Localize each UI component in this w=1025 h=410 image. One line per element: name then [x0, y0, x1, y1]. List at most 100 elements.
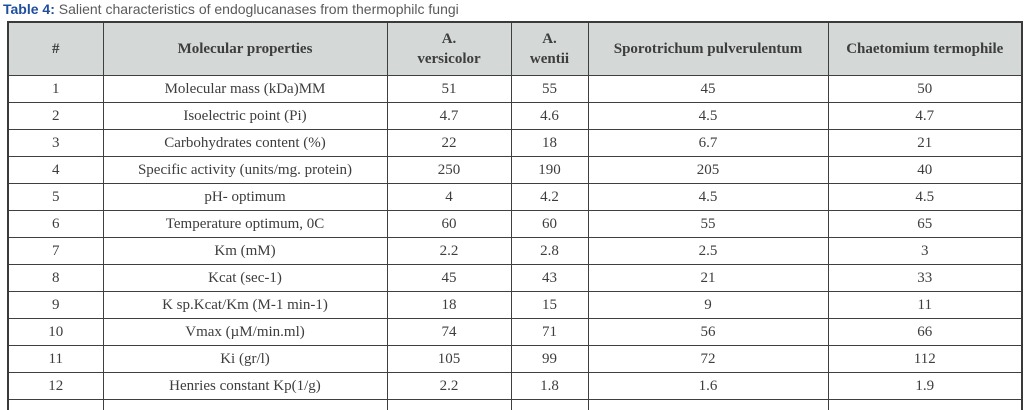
table-body: 1 Molecular mass (kDa)MM 51 55 45 50 2 Isoelect… — [7, 75, 1023, 410]
row-number-cell: 2 — [7, 102, 104, 130]
table-header: # Molecular properties A. versicolor A. … — [7, 21, 1023, 76]
row-number-cell: 8 — [7, 264, 104, 292]
empty-cell — [510, 399, 589, 410]
property-cell: Temperature optimum, 0C — [102, 210, 388, 238]
empty-cell — [587, 399, 829, 410]
empty-cell — [827, 399, 1023, 410]
value-cell-sporotrichum: 1.6 — [587, 372, 829, 400]
value-cell-chaetomium: 50 — [827, 75, 1023, 103]
row-number-cell: 5 — [7, 183, 104, 211]
value-cell-a-wentii: 190 — [510, 156, 589, 184]
value-cell-chaetomium: 3 — [827, 237, 1023, 265]
value-cell-sporotrichum: 6.7 — [587, 129, 829, 157]
empty-cell — [102, 399, 388, 410]
table-caption-text: Salient characteristics of endoglucanase… — [54, 1, 459, 17]
header-cell-molecular-properties: Molecular properties — [102, 21, 388, 76]
value-cell-a-wentii: 18 — [510, 129, 589, 157]
value-cell-chaetomium: 21 — [827, 129, 1023, 157]
value-cell-a-versicolor: 2.2 — [386, 237, 512, 265]
table-row: 5 pH- optimum 4 4.2 4.5 4.5 — [7, 183, 1023, 211]
value-cell-sporotrichum: 21 — [587, 264, 829, 292]
value-cell-a-wentii: 4.6 — [510, 102, 589, 130]
row-number-cell: 9 — [7, 291, 104, 319]
value-cell-chaetomium: 4.5 — [827, 183, 1023, 211]
value-cell-chaetomium: 33 — [827, 264, 1023, 292]
header-cell-a-wentii: A. wentii — [510, 21, 589, 76]
value-cell-a-wentii: 55 — [510, 75, 589, 103]
header-cell-sporotrichum-pulverulentum: Sporotrichum pulverulentum — [587, 21, 829, 76]
value-cell-chaetomium: 40 — [827, 156, 1023, 184]
value-cell-a-wentii: 71 — [510, 318, 589, 346]
property-cell: Carbohydrates content (%) — [102, 129, 388, 157]
row-number-cell: 4 — [7, 156, 104, 184]
table-row: 11 Ki (gr/l) 105 99 72 112 — [7, 345, 1023, 373]
value-cell-a-versicolor: 60 — [386, 210, 512, 238]
value-cell-a-versicolor: 74 — [386, 318, 512, 346]
value-cell-a-wentii: 60 — [510, 210, 589, 238]
empty-cell — [386, 399, 512, 410]
row-number-cell: 11 — [7, 345, 104, 373]
value-cell-chaetomium: 4.7 — [827, 102, 1023, 130]
row-number-cell: 10 — [7, 318, 104, 346]
property-cell: Specific activity (units/mg. protein) — [102, 156, 388, 184]
value-cell-sporotrichum: 56 — [587, 318, 829, 346]
table-row: 10 Vmax (µM/min.ml) 74 71 56 66 — [7, 318, 1023, 346]
header-row: # Molecular properties A. versicolor A. … — [7, 21, 1023, 76]
property-cell: Km (mM) — [102, 237, 388, 265]
value-cell-sporotrichum: 55 — [587, 210, 829, 238]
value-cell-a-wentii: 43 — [510, 264, 589, 292]
header-cell-number: # — [7, 21, 104, 76]
value-cell-chaetomium: 1.9 — [827, 372, 1023, 400]
value-cell-a-versicolor: 22 — [386, 129, 512, 157]
table-row: 4 Specific activity (units/mg. protein) 25… — [7, 156, 1023, 184]
value-cell-sporotrichum: 4.5 — [587, 183, 829, 211]
value-cell-sporotrichum: 4.5 — [587, 102, 829, 130]
value-cell-sporotrichum: 2.5 — [587, 237, 829, 265]
header-cell-chaetomium-termophile: Chaetomium termophile — [827, 21, 1023, 76]
row-number-cell: 7 — [7, 237, 104, 265]
table-row: 6 Temperature optimum, 0C 60 60 55 65 — [7, 210, 1023, 238]
value-cell-a-wentii: 1.8 — [510, 372, 589, 400]
property-cell: Ki (gr/l) — [102, 345, 388, 373]
value-cell-a-wentii: 15 — [510, 291, 589, 319]
value-cell-a-wentii: 4.2 — [510, 183, 589, 211]
table-caption: Table 4: Salient characteristics of endo… — [3, 1, 459, 18]
row-number-cell: 1 — [7, 75, 104, 103]
value-cell-a-versicolor: 4.7 — [386, 102, 512, 130]
table-row: 1 Molecular mass (kDa)MM 51 55 45 50 — [7, 75, 1023, 103]
header-cell-a-versicolor: A. versicolor — [386, 21, 512, 76]
table-row: 7 Km (mM) 2.2 2.8 2.5 3 — [7, 237, 1023, 265]
property-cell: pH- optimum — [102, 183, 388, 211]
table-row-partial — [7, 399, 1023, 410]
table-row: 8 Kcat (sec-1) 45 43 21 33 — [7, 264, 1023, 292]
row-number-cell: 12 — [7, 372, 104, 400]
table-row: 3 Carbohydrates content (%) 22 18 6.7 21 — [7, 129, 1023, 157]
value-cell-a-versicolor: 250 — [386, 156, 512, 184]
row-number-cell: 3 — [7, 129, 104, 157]
property-cell: Molecular mass (kDa)MM — [102, 75, 388, 103]
table-row: 2 Isoelectric point (Pi) 4.7 4.6 4.5 4.7 — [7, 102, 1023, 130]
table-caption-label: Table 4: — [3, 1, 55, 17]
value-cell-a-wentii: 2.8 — [510, 237, 589, 265]
value-cell-a-wentii: 99 — [510, 345, 589, 373]
empty-cell — [7, 399, 104, 410]
value-cell-a-versicolor: 45 — [386, 264, 512, 292]
property-cell: Henries constant Kp(1/g) — [102, 372, 388, 400]
value-cell-a-versicolor: 18 — [386, 291, 512, 319]
property-cell: Isoelectric point (Pi) — [102, 102, 388, 130]
value-cell-sporotrichum: 9 — [587, 291, 829, 319]
value-cell-sporotrichum: 205 — [587, 156, 829, 184]
characteristics-table: # Molecular properties A. versicolor A. … — [7, 21, 1023, 410]
row-number-cell: 6 — [7, 210, 104, 238]
value-cell-a-versicolor: 105 — [386, 345, 512, 373]
value-cell-chaetomium: 65 — [827, 210, 1023, 238]
value-cell-chaetomium: 11 — [827, 291, 1023, 319]
property-cell: Vmax (µM/min.ml) — [102, 318, 388, 346]
table-row: 12 Henries constant Kp(1/g) 2.2 1.8 1.6 1.9 — [7, 372, 1023, 400]
value-cell-sporotrichum: 72 — [587, 345, 829, 373]
value-cell-a-versicolor: 51 — [386, 75, 512, 103]
value-cell-a-versicolor: 2.2 — [386, 372, 512, 400]
value-cell-chaetomium: 112 — [827, 345, 1023, 373]
